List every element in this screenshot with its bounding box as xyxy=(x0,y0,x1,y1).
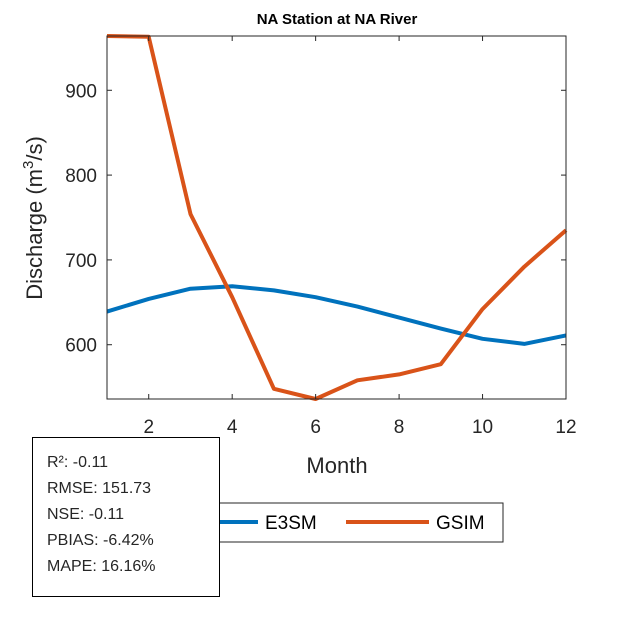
y-tick-label: 800 xyxy=(65,166,97,187)
y-ticks: 600 700 800 900 xyxy=(65,81,566,357)
x-axis-label: Month xyxy=(306,453,367,478)
series-line-e3sm xyxy=(106,284,567,346)
series-layer xyxy=(106,34,568,401)
stat-r2: R²: -0.11 xyxy=(47,454,109,471)
axes-box xyxy=(106,35,567,400)
y-axis-label-main: Discharge (m xyxy=(22,169,47,300)
x-tick-label: 10 xyxy=(472,417,493,438)
stats-box: R²: -0.11 RMSE: 151.73 NSE: -0.11 PBIAS:… xyxy=(32,437,220,597)
x-ticks: 2 4 6 8 10 12 xyxy=(143,36,577,438)
x-tick-label: 2 xyxy=(143,417,154,438)
x-tick-label: 12 xyxy=(555,417,576,438)
plot-area xyxy=(107,36,566,399)
stat-rmse: RMSE: 151.73 xyxy=(47,480,152,497)
y-tick-label: 700 xyxy=(65,251,97,272)
legend-label-gsim: GSIM xyxy=(436,513,485,534)
stat-nse: NSE: -0.11 xyxy=(47,506,125,523)
y-tick-label: 600 xyxy=(65,336,97,357)
x-tick-label: 4 xyxy=(227,417,238,438)
y-axis-label-tail: /s) xyxy=(22,136,47,160)
y-axis-label-sup: 3 xyxy=(20,161,37,169)
series-line-gsim xyxy=(106,34,568,401)
stat-mape: MAPE: 16.16% xyxy=(47,558,156,575)
x-tick-label: 6 xyxy=(310,417,321,438)
legend: E3SM GSIM xyxy=(174,502,504,543)
stat-pbias: PBIAS: -6.42% xyxy=(47,532,154,549)
legend-label-e3sm: E3SM xyxy=(265,513,317,534)
x-tick-label: 8 xyxy=(394,417,405,438)
y-axis-label: Discharge (m3/s) xyxy=(20,136,47,300)
y-tick-label: 900 xyxy=(65,81,97,102)
chart-title: NA Station at NA River xyxy=(257,11,418,28)
